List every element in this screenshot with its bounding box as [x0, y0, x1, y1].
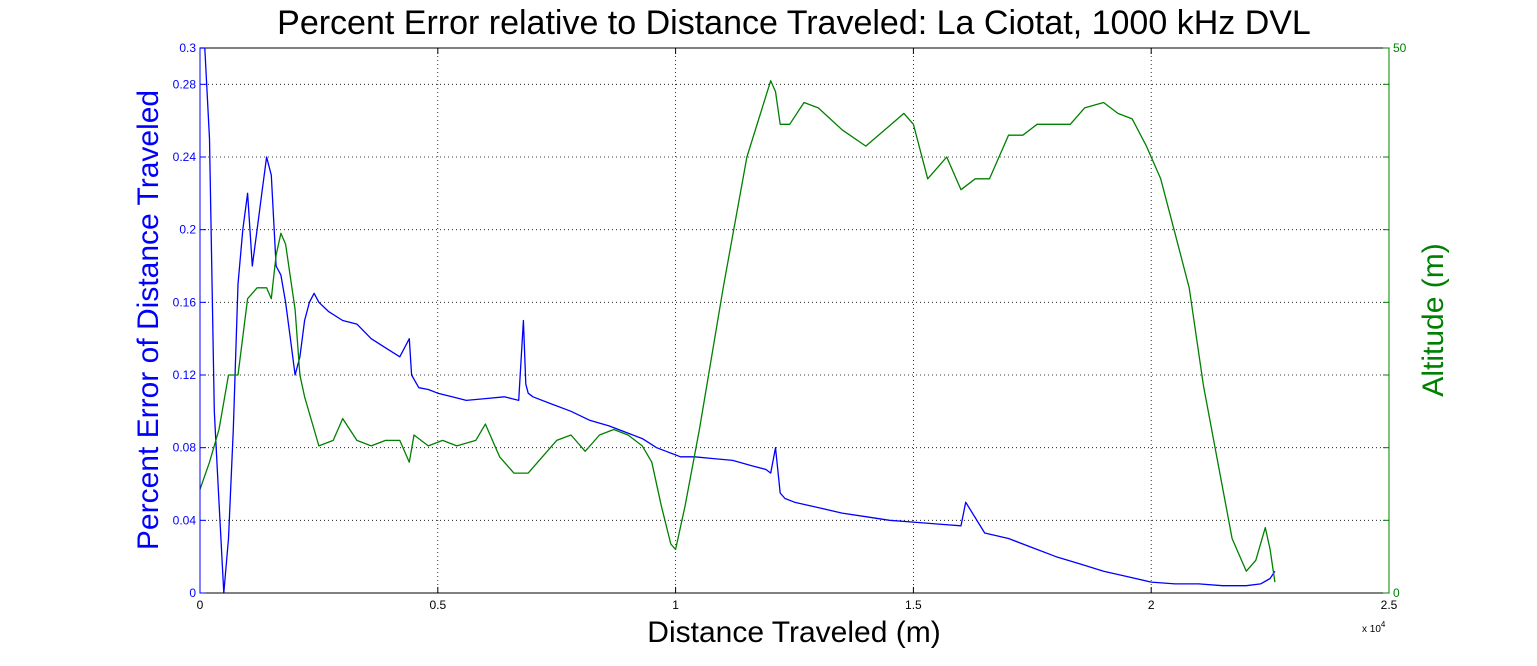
x-tick-label: 2.5	[1381, 598, 1398, 612]
left-y-tick-label: 0.04	[173, 513, 197, 527]
left-y-tick-label: 0.2	[179, 223, 196, 237]
series-layer	[199, 47, 1276, 594]
left-y-tick-label: 0.28	[173, 77, 197, 91]
chart-title: Percent Error relative to Distance Trave…	[277, 4, 1311, 42]
left-y-tick-label: 0.08	[173, 441, 197, 455]
x-axis-label: Distance Traveled (m)	[647, 616, 940, 649]
left-y-tick-label: 0.12	[173, 368, 197, 382]
left-y-tick-label: 0.3	[179, 41, 196, 55]
x-tick-label: 2	[1148, 598, 1155, 612]
x-tick-label: 1.5	[905, 598, 922, 612]
x-tick-label: 0	[197, 598, 204, 612]
left-y-axis-label: Percent Error of Distance Traveled	[132, 90, 165, 550]
tick-layer: 0 0.5 1 1.5 2 2.500.040.080.120.160.20.240.28…	[173, 41, 1407, 612]
x-axis-exponent-power: 4	[1381, 620, 1386, 629]
left-y-tick-label: 0.16	[173, 295, 197, 309]
x-axis-exponent: x 104	[1362, 620, 1386, 635]
x-tick-label: 0.5	[429, 598, 446, 612]
x-tick-label: 1	[672, 598, 679, 612]
x-axis-exponent-base: x 10	[1362, 624, 1381, 635]
right-y-tick-label: 50	[1393, 41, 1407, 55]
left-y-tick-label: 0	[189, 586, 196, 600]
left-y-tick-label: 0.24	[173, 150, 197, 164]
altitude-series-line	[199, 80, 1276, 583]
percent-error-series-line	[200, 47, 1276, 594]
right-y-axis-label: Altitude (m)	[1417, 243, 1450, 396]
plot-background	[200, 48, 1389, 593]
right-y-tick-label: 0	[1393, 586, 1400, 600]
grid-lines	[200, 48, 1389, 593]
